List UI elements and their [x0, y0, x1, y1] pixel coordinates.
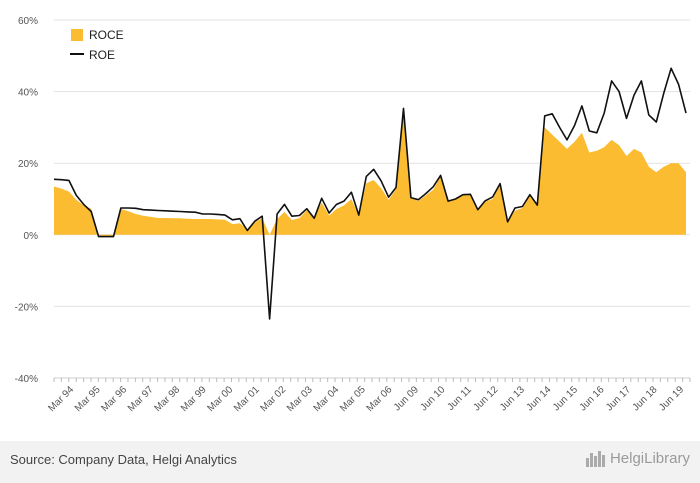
legend: ROCE ROE [70, 28, 124, 62]
legend-label-roce: ROCE [89, 28, 124, 42]
series-line-roe [53, 67, 687, 320]
y-tick-label: 0% [24, 231, 39, 242]
legend-label-roe: ROE [89, 48, 115, 62]
x-tick-label: Mar 95 [73, 384, 103, 414]
x-tick-label: Jun 15 [551, 384, 580, 413]
y-tick-label: 40% [18, 88, 38, 99]
y-tick-label: -40% [15, 374, 38, 385]
x-tick-label: Mar 02 [259, 384, 289, 414]
x-tick-label: Mar 06 [365, 384, 395, 414]
x-tick-label: Jun 14 [524, 384, 553, 413]
x-tick-label: Mar 99 [179, 384, 209, 414]
x-tick-label: Mar 94 [46, 384, 76, 414]
x-tick-label: Mar 05 [338, 384, 368, 414]
x-tick-label: Jun 18 [631, 384, 660, 413]
x-tick-label: Mar 03 [285, 384, 315, 414]
x-tick-label: Mar 04 [312, 384, 342, 414]
x-tick-label: Jun 12 [471, 384, 500, 413]
footer: Source: Company Data, Helgi Analytics He… [0, 441, 700, 483]
series-area-roce [54, 110, 686, 237]
x-tick-label: Mar 01 [232, 384, 262, 414]
y-tick-label: 60% [18, 16, 38, 27]
x-tick-label: Mar 96 [99, 384, 129, 414]
x-tick-label: Mar 98 [152, 384, 182, 414]
library-icon [585, 450, 605, 467]
series-layer [53, 67, 687, 320]
y-tick-label: 20% [18, 159, 38, 170]
brand-logo: HelgiLibrary [585, 450, 690, 467]
legend-swatch-roce [71, 29, 83, 41]
x-tick-label: Jun 09 [392, 384, 421, 413]
x-tick-label: Jun 16 [578, 384, 607, 413]
x-tick-label: Mar 00 [205, 384, 235, 414]
x-tick-label: Jun 10 [418, 384, 447, 413]
x-tick-label: Jun 11 [445, 384, 474, 413]
x-tick-label: Jun 19 [657, 384, 686, 413]
brand-name: HelgiLibrary [609, 450, 690, 467]
y-axis-ticks: 60% 40% 20% 0% -20% -40% [15, 16, 38, 385]
x-tick-label: Mar 97 [126, 384, 156, 414]
x-tick-label: Jun 13 [498, 384, 527, 413]
x-tick-label: Jun 17 [604, 384, 633, 413]
source-text: Source: Company Data, Helgi Analytics [10, 452, 237, 467]
y-tick-label: -20% [15, 302, 38, 313]
